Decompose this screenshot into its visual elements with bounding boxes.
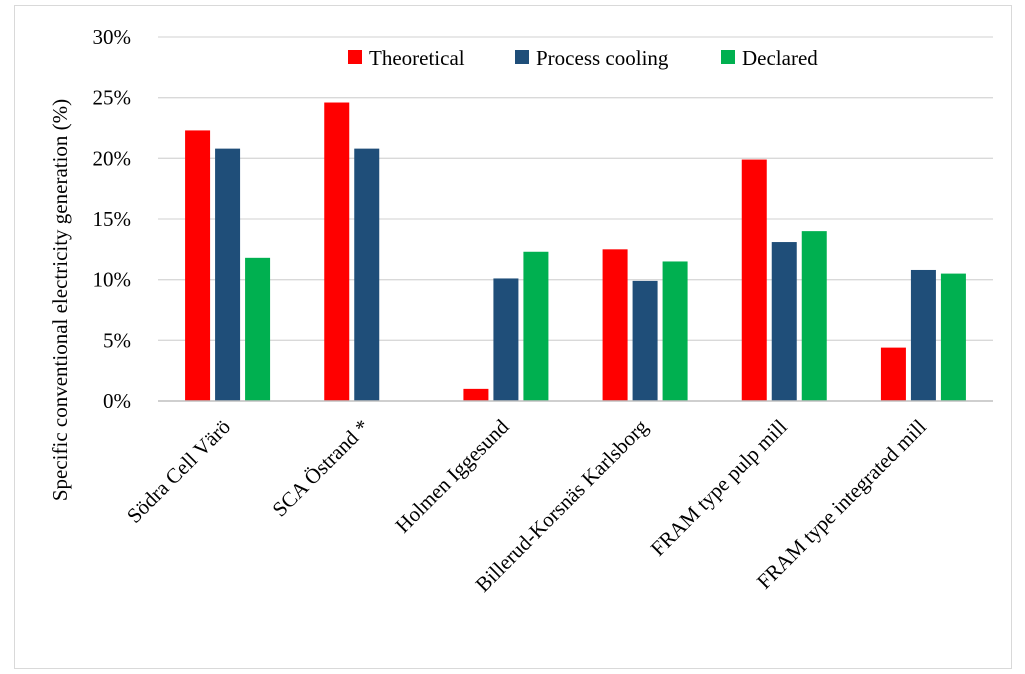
x-category-label: SCA Östrand * bbox=[267, 415, 374, 522]
y-tick-label: 30% bbox=[93, 25, 132, 49]
bar-process-cooling bbox=[493, 278, 519, 401]
bar-declared bbox=[662, 261, 688, 401]
y-tick-label: 20% bbox=[93, 146, 132, 170]
bar-theoretical bbox=[602, 249, 628, 401]
bar-theoretical bbox=[741, 159, 767, 401]
bar-process-cooling bbox=[910, 269, 936, 401]
y-axis-label: Specific conventional electricity genera… bbox=[48, 99, 72, 501]
legend-label: Process cooling bbox=[536, 46, 669, 70]
legend-swatch bbox=[515, 50, 529, 64]
bar-declared bbox=[940, 273, 966, 401]
bar-theoretical bbox=[463, 388, 489, 401]
y-axis-ticks: 0% 5% 10% 15% 20% 25% 30% bbox=[93, 25, 132, 413]
bar-declared bbox=[801, 231, 827, 401]
y-tick-label: 15% bbox=[93, 207, 132, 231]
legend-swatch bbox=[721, 50, 735, 64]
y-tick-label: 25% bbox=[93, 86, 132, 110]
gridlines bbox=[158, 36, 993, 341]
bar-theoretical bbox=[880, 347, 906, 401]
legend: Theoretical Process cooling Declared bbox=[348, 46, 818, 70]
bar-theoretical bbox=[324, 102, 350, 402]
y-tick-label: 0% bbox=[103, 389, 131, 413]
bar-theoretical bbox=[185, 130, 211, 401]
bar-process-cooling bbox=[632, 280, 658, 401]
x-category-label: Holmen Iggesund bbox=[390, 414, 513, 537]
bars bbox=[185, 102, 966, 402]
x-axis-category-labels: Södra Cell Värö SCA Östrand * Holmen Igges… bbox=[122, 414, 931, 596]
x-category-label: Södra Cell Värö bbox=[122, 415, 235, 528]
bar-declared bbox=[245, 257, 271, 401]
legend-label: Declared bbox=[742, 46, 818, 70]
y-tick-label: 5% bbox=[103, 328, 131, 352]
y-tick-label: 10% bbox=[93, 268, 132, 292]
bar-process-cooling bbox=[354, 148, 380, 401]
bar-declared bbox=[523, 251, 549, 401]
legend-label: Theoretical bbox=[369, 46, 465, 70]
x-category-label: FRAM type pulp mill bbox=[646, 414, 792, 560]
bar-process-cooling bbox=[771, 242, 797, 401]
bar-process-cooling bbox=[215, 148, 241, 401]
legend-swatch bbox=[348, 50, 362, 64]
